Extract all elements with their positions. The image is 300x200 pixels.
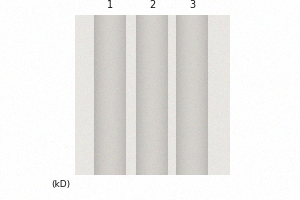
Text: 3: 3: [189, 0, 195, 10]
Text: 2: 2: [149, 0, 155, 10]
Text: (kD): (kD): [51, 180, 70, 190]
Text: 1: 1: [107, 0, 113, 10]
